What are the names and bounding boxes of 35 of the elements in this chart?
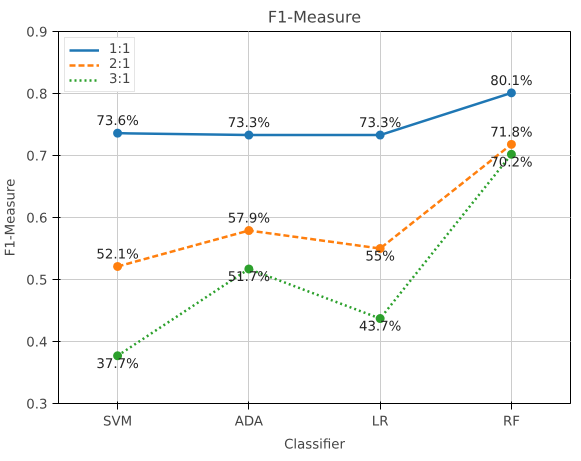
data-label: 52.1% — [96, 247, 139, 262]
chart-title: F1-Measure — [268, 8, 362, 26]
data-label: 73.3% — [228, 116, 270, 132]
data-label: 71.8% — [490, 125, 533, 140]
x-tick-label: ADA — [234, 414, 263, 430]
x-tick-label: RF — [502, 414, 520, 430]
point — [113, 262, 122, 271]
y-tick-label: 0.7 — [26, 150, 48, 164]
point — [244, 130, 254, 140]
data-label: 70.2% — [490, 155, 533, 170]
data-label: 73.3% — [358, 116, 402, 132]
legend-label: 1:1 — [109, 42, 130, 57]
data-label: 57.9% — [228, 212, 270, 227]
data-label: 55% — [365, 250, 395, 264]
data-label: 43.7% — [358, 320, 402, 335]
point — [506, 140, 516, 149]
y-tick-label: 0.9 — [26, 26, 48, 40]
y-tick-label: 0.8 — [26, 88, 48, 102]
point — [376, 130, 385, 140]
point — [244, 226, 254, 236]
data-label: 73.6% — [96, 114, 139, 130]
y-axis-title: F1-Measure — [3, 178, 18, 256]
x-tick-label: SVM — [103, 414, 132, 430]
data-label: 80.1% — [490, 74, 533, 89]
legend-label: 2:1 — [109, 57, 130, 72]
y-tick-label: 0.5 — [26, 274, 48, 288]
data-label: 37.7% — [96, 356, 139, 372]
x-axis-title: Classifier — [284, 438, 346, 452]
point — [113, 128, 122, 138]
x-tick-label: LR — [372, 414, 388, 430]
y-tick-label: 0.6 — [26, 212, 48, 226]
y-tick-label: 0.4 — [26, 336, 48, 350]
y-tick-label: 0.3 — [26, 398, 48, 412]
legend-label: 3:1 — [109, 72, 130, 87]
point — [506, 88, 516, 98]
